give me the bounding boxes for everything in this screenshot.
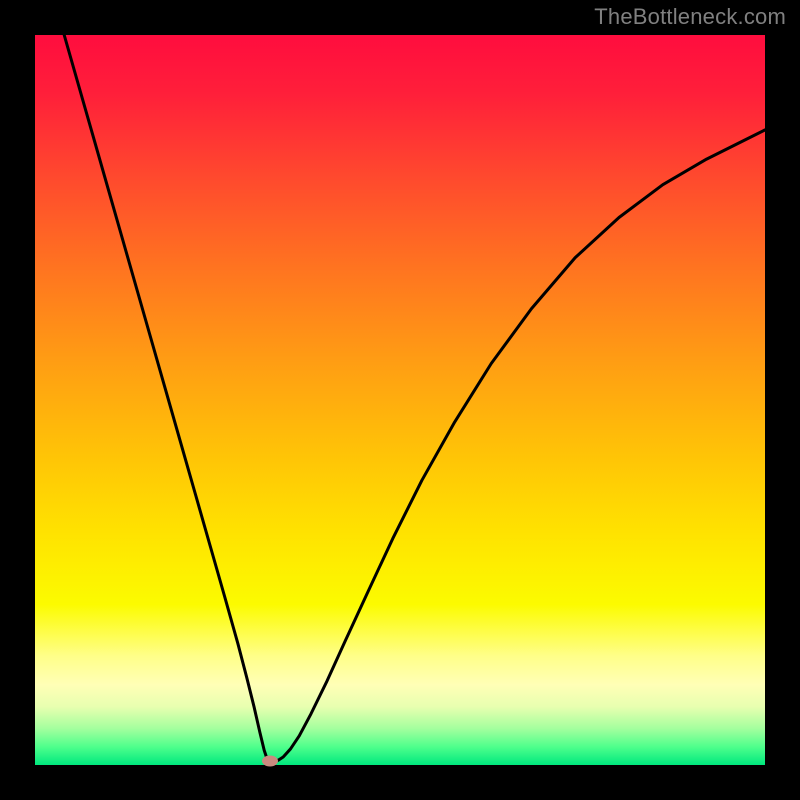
chart-curve — [35, 35, 765, 765]
chart-minimum-marker — [262, 755, 278, 766]
chart-plot-area — [35, 35, 765, 765]
watermark-text: TheBottleneck.com — [594, 4, 786, 30]
